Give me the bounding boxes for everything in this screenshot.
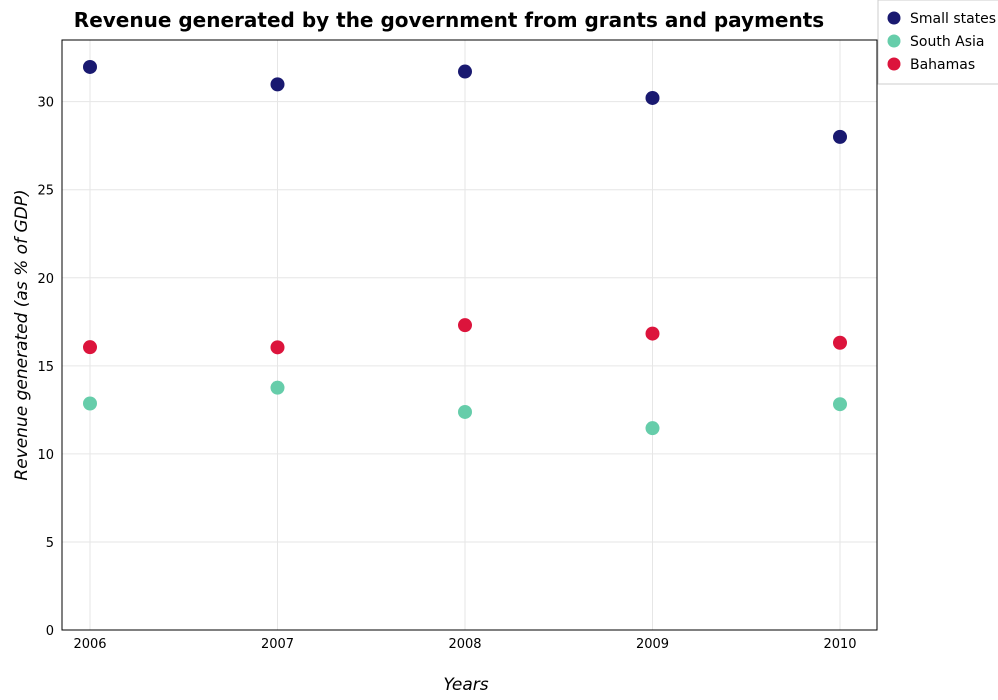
y-tick-label: 0 (46, 624, 54, 639)
point-south-asia (83, 396, 97, 411)
point-small-states (270, 77, 285, 92)
x-axis-label: Years (443, 675, 488, 695)
legend-marker-small-states (887, 11, 901, 25)
legend-label-south-asia: South Asia (910, 34, 984, 50)
point-bahamas (458, 318, 472, 333)
y-tick-label: 5 (46, 536, 54, 551)
x-tick-label: 2007 (261, 637, 294, 652)
point-bahamas (83, 340, 97, 355)
y-tick-label: 15 (37, 360, 54, 375)
legend: Small states South Asia Bahamas (877, 0, 998, 85)
point-south-asia (458, 404, 472, 419)
x-tick-label: 2009 (636, 637, 669, 652)
x-tick-label: 2006 (73, 637, 106, 652)
plot-frame (61, 39, 878, 631)
x-tick-label: 2008 (448, 637, 481, 652)
point-south-asia (833, 397, 847, 412)
y-tick-label: 25 (37, 184, 54, 199)
legend-label-bahamas: Bahamas (910, 57, 975, 73)
point-south-asia (270, 380, 285, 395)
point-south-asia (645, 421, 660, 436)
grid (62, 40, 877, 631)
point-small-states (458, 64, 472, 79)
point-bahamas (270, 340, 285, 355)
point-small-states (833, 129, 847, 144)
y-tick-label: 10 (37, 448, 54, 463)
legend-marker-bahamas (887, 57, 901, 71)
point-small-states (83, 59, 97, 74)
data-points (83, 59, 847, 436)
chart-title: Revenue generated by the government from… (74, 8, 824, 32)
point-bahamas (645, 326, 660, 341)
legend-marker-south-asia (887, 34, 901, 48)
y-tick-label: 20 (37, 272, 54, 287)
tick-labels: 0 5 10 15 20 25 30 2006 2007 2008 2009 2010 (37, 96, 856, 652)
y-axis-label: Revenue generated (as % of GDP) (12, 189, 32, 480)
legend-label-small-states: Small states (910, 11, 996, 27)
point-small-states (645, 90, 660, 105)
y-tick-label: 30 (37, 96, 54, 111)
x-tick-label: 2010 (823, 637, 856, 652)
point-bahamas (833, 335, 847, 350)
